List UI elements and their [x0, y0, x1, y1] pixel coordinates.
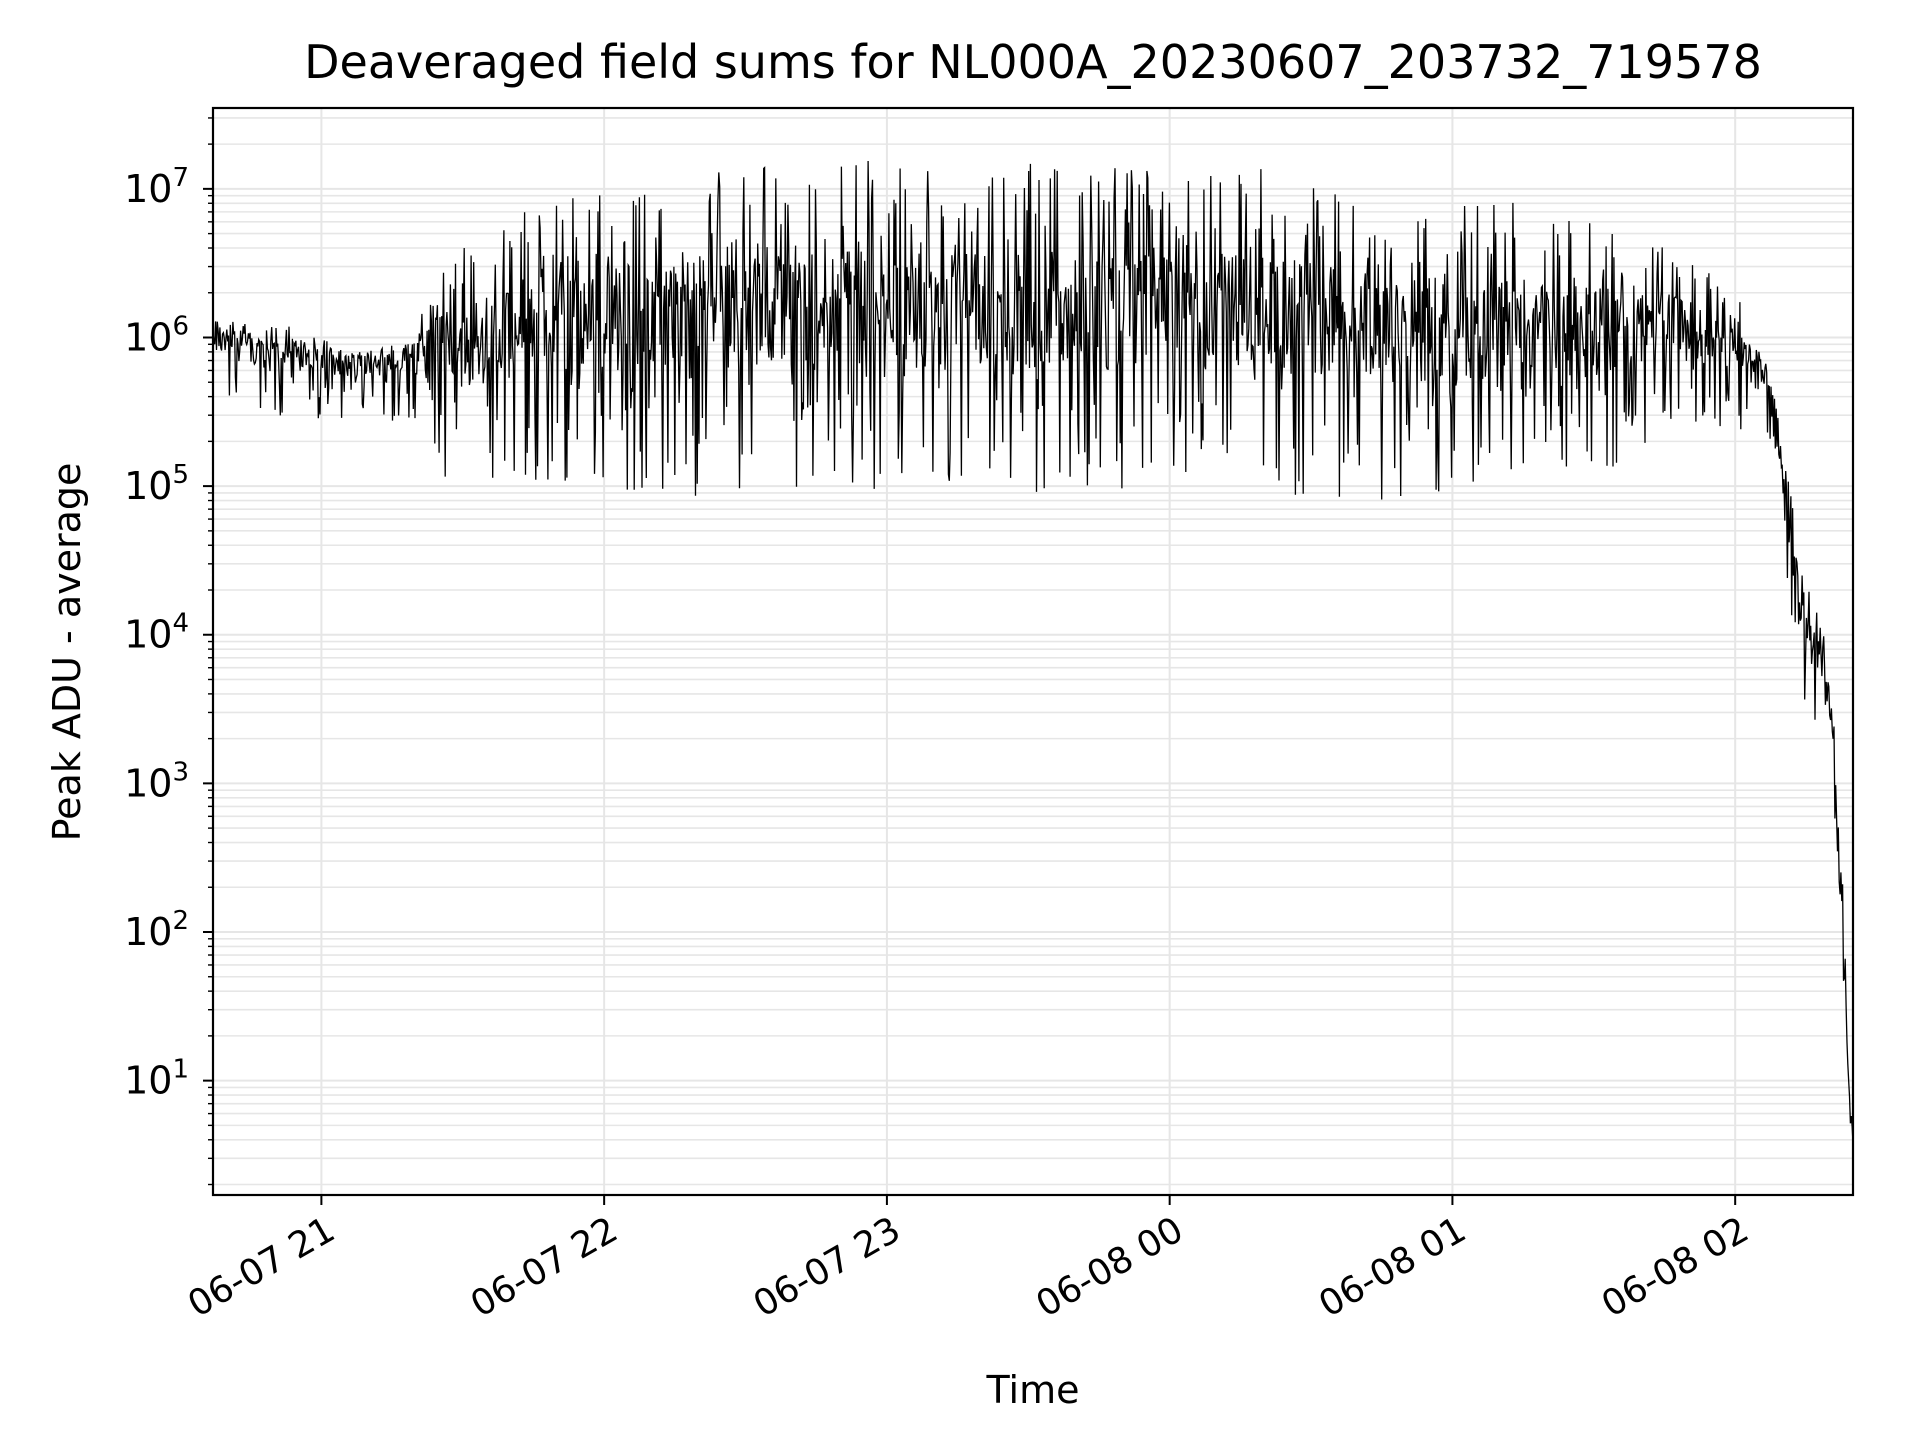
chart-title: Deaveraged field sums for NL000A_2023060… [304, 35, 1762, 89]
y-tick-label: 106 [124, 311, 189, 359]
series-line [212, 160, 1854, 1144]
y-axis-label: Peak ADU - average [45, 463, 89, 842]
y-tick-labels: 101 102 103 104 105 106 107 [124, 163, 189, 1103]
y-tick-label: 104 [124, 609, 189, 657]
y-tick-label: 102 [124, 906, 189, 954]
y-tick-label: 107 [124, 163, 189, 211]
y-tick-label: 105 [124, 460, 189, 508]
y-tick-label: 103 [124, 757, 189, 805]
y-tick-label: 101 [124, 1055, 189, 1103]
x-axis-label: Time [986, 1368, 1080, 1412]
plot-frame [211, 106, 1855, 1197]
axis-ticks [203, 117, 1737, 1205]
